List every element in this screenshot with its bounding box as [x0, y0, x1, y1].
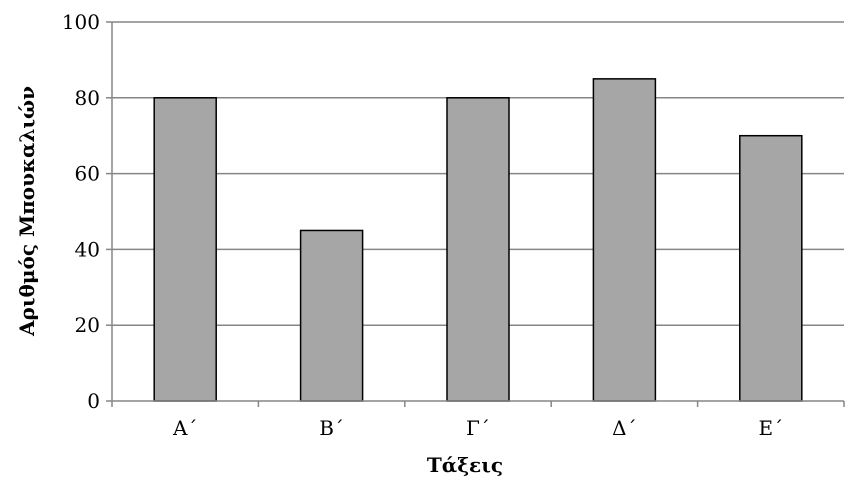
bar: [153, 97, 217, 402]
y-tick-label: 60: [75, 162, 100, 186]
bar: [739, 134, 803, 402]
axes: [106, 21, 845, 407]
bar: [299, 229, 364, 402]
y-tick-label: 80: [75, 86, 100, 110]
x-tick-labels: Α΄ Β΄ Γ΄ Δ΄ Ε΄: [172, 416, 783, 440]
y-tick-labels: 0 20 40 60 80 100: [62, 10, 100, 413]
x-tick-label: Β΄: [319, 416, 344, 440]
bars: [153, 78, 803, 402]
x-tick-label: Α΄: [172, 416, 197, 440]
bar: [592, 78, 657, 402]
y-tick-label: 40: [75, 237, 100, 261]
y-tick-label: 100: [62, 10, 100, 34]
bar: [446, 97, 510, 402]
y-tick-label: 0: [87, 389, 100, 413]
y-tick-label: 20: [75, 313, 100, 337]
x-tick-label: Ε΄: [758, 416, 783, 440]
x-tick-label: Γ΄: [466, 416, 490, 440]
x-tick-label: Δ΄: [612, 416, 636, 440]
x-axis-title: Τάξεις: [427, 453, 503, 477]
y-axis-title: Αριθμός Μπουκαλιών: [15, 86, 39, 337]
